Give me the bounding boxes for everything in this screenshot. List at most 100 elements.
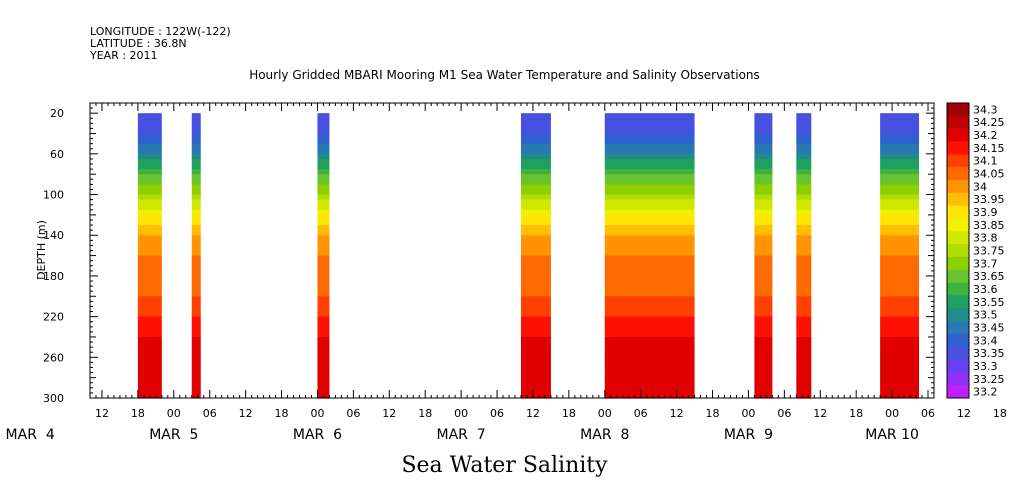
salinity-cell bbox=[520, 158, 551, 165]
salinity-cell bbox=[796, 336, 812, 343]
data-block bbox=[604, 113, 695, 399]
colorbar-label: 34.25 bbox=[973, 116, 1005, 129]
salinity-cell bbox=[191, 189, 201, 196]
salinity-cell bbox=[317, 240, 330, 247]
salinity-cell bbox=[754, 367, 773, 374]
x-tick-label: 18 bbox=[418, 407, 432, 420]
salinity-cell bbox=[754, 306, 773, 313]
x-tick-label: 06 bbox=[490, 407, 504, 420]
salinity-cell bbox=[604, 255, 695, 262]
salinity-cell bbox=[604, 245, 695, 252]
salinity-cell bbox=[137, 265, 162, 272]
salinity-cell bbox=[317, 179, 330, 185]
salinity-cell bbox=[137, 347, 162, 353]
colorbar-swatch bbox=[947, 282, 969, 296]
colorbar-swatch bbox=[947, 154, 969, 168]
salinity-cell bbox=[137, 113, 162, 119]
salinity-cell bbox=[754, 169, 773, 175]
salinity-cell bbox=[796, 153, 812, 160]
salinity-cell bbox=[754, 230, 773, 236]
salinity-cell bbox=[317, 214, 330, 221]
salinity-cell bbox=[604, 164, 695, 170]
salinity-cell bbox=[604, 143, 695, 150]
salinity-cell bbox=[520, 306, 551, 313]
y-tick-label: 100 bbox=[43, 189, 64, 202]
salinity-cell bbox=[880, 240, 920, 247]
colorbar-swatch bbox=[947, 103, 969, 117]
salinity-cell bbox=[796, 209, 812, 216]
salinity-cell bbox=[191, 235, 201, 241]
salinity-cell bbox=[880, 169, 920, 175]
data-block bbox=[796, 113, 812, 399]
salinity-cell bbox=[137, 189, 162, 196]
salinity-cell bbox=[520, 270, 551, 277]
salinity-cell bbox=[754, 138, 773, 145]
salinity-cell bbox=[796, 123, 812, 130]
salinity-cell bbox=[520, 209, 551, 216]
colorbar-label: 33.25 bbox=[973, 373, 1005, 386]
x-tick-label: 12 bbox=[957, 407, 971, 420]
salinity-cell bbox=[137, 123, 162, 130]
colorbar-swatch bbox=[947, 308, 969, 322]
salinity-cell bbox=[880, 158, 920, 165]
data-block bbox=[317, 113, 330, 399]
salinity-cell bbox=[754, 387, 773, 394]
salinity-cell bbox=[191, 306, 201, 313]
salinity-cell bbox=[880, 138, 920, 145]
salinity-cell bbox=[191, 225, 201, 231]
salinity-cell bbox=[604, 138, 695, 145]
salinity-cell bbox=[754, 240, 773, 247]
salinity-cell bbox=[604, 174, 695, 180]
salinity-cell bbox=[754, 158, 773, 165]
salinity-cell bbox=[520, 230, 551, 236]
colorbar-swatch bbox=[947, 128, 969, 142]
salinity-cell bbox=[880, 133, 920, 140]
colorbar-label: 33.6 bbox=[973, 283, 998, 296]
salinity-cell bbox=[137, 230, 162, 236]
salinity-cell bbox=[520, 123, 551, 130]
salinity-cell bbox=[520, 184, 551, 191]
salinity-cell bbox=[520, 377, 551, 384]
salinity-cell bbox=[317, 225, 330, 231]
salinity-cell bbox=[796, 331, 812, 338]
salinity-cell bbox=[137, 301, 162, 308]
salinity-cell bbox=[880, 219, 920, 226]
salinity-cell bbox=[604, 336, 695, 343]
x-date-label: MAR 6 bbox=[293, 427, 342, 443]
salinity-cell bbox=[317, 204, 330, 211]
colorbar-swatch bbox=[947, 231, 969, 245]
salinity-cell bbox=[317, 230, 330, 236]
colorbar-label: 33.75 bbox=[973, 245, 1005, 258]
x-date-label: MAR 7 bbox=[437, 427, 486, 443]
salinity-cell bbox=[191, 275, 201, 282]
salinity-cell bbox=[880, 255, 920, 262]
salinity-cell bbox=[317, 347, 330, 353]
salinity-cell bbox=[880, 286, 920, 292]
salinity-cell bbox=[880, 326, 920, 333]
salinity-cell bbox=[754, 362, 773, 369]
salinity-cell bbox=[604, 113, 695, 119]
salinity-cell bbox=[317, 209, 330, 216]
x-tick-label: 18 bbox=[849, 407, 863, 420]
salinity-cell bbox=[754, 286, 773, 292]
data-block bbox=[754, 113, 773, 399]
colorbar-label: 33.2 bbox=[973, 386, 998, 399]
salinity-cell bbox=[754, 143, 773, 150]
salinity-cell bbox=[317, 311, 330, 318]
y-tick-label: 180 bbox=[43, 270, 64, 283]
salinity-cell bbox=[796, 225, 812, 231]
salinity-cell bbox=[604, 347, 695, 353]
salinity-cell bbox=[317, 133, 330, 140]
salinity-cell bbox=[880, 143, 920, 150]
colorbar-swatch bbox=[947, 321, 969, 335]
x-date-label: MAR 9 bbox=[724, 427, 773, 443]
salinity-cell bbox=[317, 342, 330, 348]
salinity-cell bbox=[754, 316, 773, 323]
salinity-cell bbox=[604, 392, 695, 399]
salinity-cell bbox=[137, 357, 162, 363]
salinity-cell bbox=[520, 179, 551, 185]
salinity-cell bbox=[880, 342, 920, 348]
x-date-label: MAR 4 bbox=[6, 427, 55, 443]
x-tick-label: 12 bbox=[95, 407, 109, 420]
